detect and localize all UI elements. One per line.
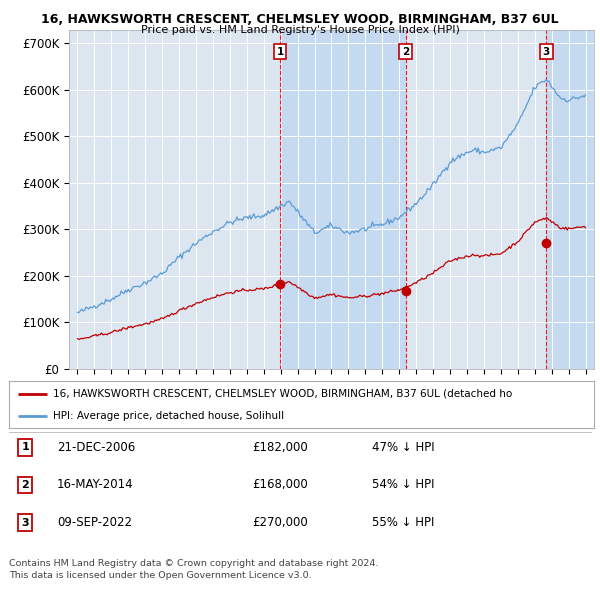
Text: 54% ↓ HPI: 54% ↓ HPI	[372, 478, 434, 491]
Text: 16, HAWKSWORTH CRESCENT, CHELMSLEY WOOD, BIRMINGHAM, B37 6UL (detached ho: 16, HAWKSWORTH CRESCENT, CHELMSLEY WOOD,…	[53, 389, 512, 399]
Text: This data is licensed under the Open Government Licence v3.0.: This data is licensed under the Open Gov…	[9, 571, 311, 580]
Text: 55% ↓ HPI: 55% ↓ HPI	[372, 516, 434, 529]
Text: HPI: Average price, detached house, Solihull: HPI: Average price, detached house, Soli…	[53, 411, 284, 421]
Text: 16, HAWKSWORTH CRESCENT, CHELMSLEY WOOD, BIRMINGHAM, B37 6UL: 16, HAWKSWORTH CRESCENT, CHELMSLEY WOOD,…	[41, 13, 559, 26]
Text: Contains HM Land Registry data © Crown copyright and database right 2024.: Contains HM Land Registry data © Crown c…	[9, 559, 379, 568]
Text: 3: 3	[22, 518, 29, 527]
Text: 16-MAY-2014: 16-MAY-2014	[57, 478, 134, 491]
Text: 1: 1	[277, 47, 284, 57]
Text: 2: 2	[402, 47, 409, 57]
Text: £182,000: £182,000	[252, 441, 308, 454]
Text: 2: 2	[22, 480, 29, 490]
Text: £168,000: £168,000	[252, 478, 308, 491]
Text: 21-DEC-2006: 21-DEC-2006	[57, 441, 135, 454]
Bar	[547, 30, 594, 369]
Bar	[280, 30, 406, 369]
Text: 1: 1	[22, 442, 29, 452]
Text: Price paid vs. HM Land Registry's House Price Index (HPI): Price paid vs. HM Land Registry's House …	[140, 25, 460, 35]
Text: 3: 3	[543, 47, 550, 57]
Text: 09-SEP-2022: 09-SEP-2022	[57, 516, 132, 529]
Text: £270,000: £270,000	[252, 516, 308, 529]
Text: 47% ↓ HPI: 47% ↓ HPI	[372, 441, 434, 454]
